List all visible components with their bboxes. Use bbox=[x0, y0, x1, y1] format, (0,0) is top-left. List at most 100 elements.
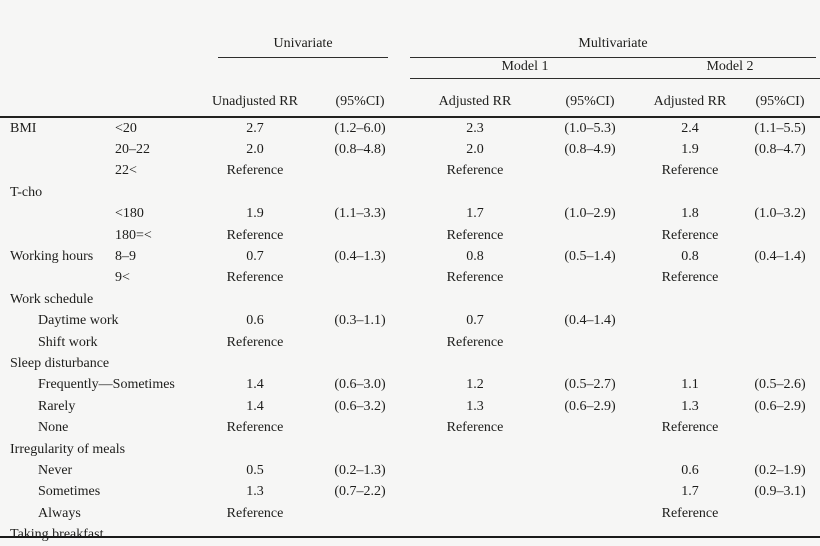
value-cell bbox=[410, 524, 540, 545]
row-category-label bbox=[0, 161, 105, 182]
row-category-label: Taking breakfast bbox=[10, 527, 104, 543]
value-cell: 0.6 bbox=[246, 313, 264, 329]
value-cell: 0.7 bbox=[246, 249, 264, 265]
row-sub-label: <20 bbox=[115, 120, 137, 136]
value-cell: Reference bbox=[446, 163, 504, 179]
table-row: 9< Reference Reference Reference bbox=[0, 268, 820, 289]
group-label-multivariate: Multivariate bbox=[578, 36, 648, 51]
value-cell: 1.8 bbox=[681, 206, 699, 222]
column-header-row: Unadjusted RR (95%CI) Adjusted RR (95%CI… bbox=[0, 79, 820, 118]
value-cell: Reference bbox=[446, 334, 504, 350]
row-sub-label: None bbox=[38, 420, 69, 436]
table-row: Working hours 8–9 0.7 (0.4–1.3) 0.8 (0.5–1.4)… bbox=[0, 246, 820, 267]
row-category-label: BMI bbox=[10, 120, 37, 136]
group-header-row: Univariate Multivariate bbox=[0, 0, 820, 58]
value-cell bbox=[410, 182, 540, 203]
value-cell bbox=[540, 289, 640, 310]
row-sub-label: Sometimes bbox=[38, 484, 101, 500]
value-cell bbox=[740, 268, 820, 289]
row-sub-label: 22< bbox=[115, 163, 137, 179]
value-cell: (0.9–3.1) bbox=[754, 484, 806, 500]
row-category-label: Sleep disturbance bbox=[10, 355, 110, 371]
value-cell bbox=[200, 524, 310, 545]
value-cell: 0.5 bbox=[246, 462, 264, 478]
table-row: Work schedule bbox=[0, 289, 820, 310]
value-cell bbox=[410, 460, 540, 481]
value-cell: 1.9 bbox=[681, 142, 699, 158]
value-cell: Reference bbox=[661, 163, 719, 179]
value-cell bbox=[540, 482, 640, 503]
model2-label: Model 2 bbox=[706, 59, 754, 74]
value-cell bbox=[310, 182, 410, 203]
header-group-multivariate: Multivariate bbox=[410, 0, 820, 58]
table-row: Frequently—Sometimes 1.4 (0.6–3.0) 1.2 (0.5–… bbox=[0, 375, 820, 396]
value-cell: 1.7 bbox=[681, 484, 699, 500]
col-header-adjusted-rr-model1: Adjusted RR bbox=[410, 79, 540, 118]
value-cell bbox=[740, 417, 820, 438]
value-cell: (0.8–4.7) bbox=[754, 142, 806, 158]
value-cell: Reference bbox=[446, 420, 504, 436]
table-row: Taking breakfast bbox=[0, 524, 820, 545]
value-cell bbox=[200, 289, 310, 310]
value-cell: Reference bbox=[226, 334, 284, 350]
table-row: None Reference Reference Reference bbox=[0, 417, 820, 438]
value-cell: Reference bbox=[661, 420, 719, 436]
value-cell bbox=[310, 353, 410, 374]
value-cell bbox=[640, 353, 740, 374]
value-cell: Reference bbox=[226, 420, 284, 436]
value-cell: (1.1–3.3) bbox=[334, 206, 386, 222]
value-cell bbox=[740, 524, 820, 545]
row-category-label bbox=[0, 268, 105, 289]
row-category-label: Work schedule bbox=[10, 291, 94, 307]
value-cell bbox=[540, 524, 640, 545]
univariate-underline: Univariate bbox=[218, 36, 388, 58]
col-header-unadjusted-rr: Unadjusted RR bbox=[200, 79, 310, 118]
value-cell: 0.8 bbox=[681, 249, 699, 265]
value-cell: Reference bbox=[226, 270, 284, 286]
value-cell: 2.0 bbox=[466, 142, 484, 158]
row-sub-label: Daytime work bbox=[38, 313, 119, 329]
value-cell bbox=[310, 161, 410, 182]
row-category-label bbox=[0, 139, 105, 160]
table-row: 22< Reference Reference Reference bbox=[0, 161, 820, 182]
value-cell bbox=[740, 439, 820, 460]
row-sub-label: Never bbox=[38, 462, 73, 478]
value-cell: 0.6 bbox=[681, 462, 699, 478]
model2-underline: Model 2 bbox=[640, 59, 820, 79]
model-header-row: Model 1 Model 2 bbox=[0, 58, 820, 79]
col-header-ci-model2: (95%CI) bbox=[740, 79, 820, 118]
value-cell bbox=[740, 353, 820, 374]
value-cell: 1.4 bbox=[246, 398, 264, 414]
row-category-label bbox=[0, 204, 105, 225]
row-category-label: T-cho bbox=[10, 184, 43, 200]
header-model1: Model 1 bbox=[410, 58, 640, 79]
value-cell bbox=[200, 353, 310, 374]
value-cell: (1.0–2.9) bbox=[564, 206, 616, 222]
value-cell bbox=[540, 182, 640, 203]
value-cell: Reference bbox=[446, 270, 504, 286]
table-row: T-cho bbox=[0, 182, 820, 203]
value-cell bbox=[310, 268, 410, 289]
value-cell bbox=[740, 161, 820, 182]
value-cell: 1.3 bbox=[681, 398, 699, 414]
value-cell: (0.6–2.9) bbox=[754, 398, 806, 414]
row-sub-label: <180 bbox=[115, 206, 144, 222]
value-cell: 2.4 bbox=[681, 120, 699, 136]
model1-label: Model 1 bbox=[501, 59, 549, 74]
table-row: 20–22 2.0 (0.8–4.8) 2.0 (0.8–4.9) 1.9 (0.8–4.7… bbox=[0, 139, 820, 160]
value-cell: (0.2–1.9) bbox=[754, 462, 806, 478]
table-header: Univariate Multivariate Model 1 bbox=[0, 0, 820, 118]
row-sub-label: 180=< bbox=[115, 227, 152, 243]
header-spacer bbox=[0, 58, 200, 79]
value-cell bbox=[310, 289, 410, 310]
value-cell bbox=[540, 332, 640, 353]
value-cell: 1.3 bbox=[466, 398, 484, 414]
value-cell bbox=[310, 503, 410, 524]
value-cell bbox=[640, 289, 740, 310]
row-category-label: Irregularity of meals bbox=[10, 441, 126, 457]
value-cell: 1.9 bbox=[246, 206, 264, 222]
value-cell: (0.5–1.4) bbox=[564, 249, 616, 265]
table-row: Sleep disturbance bbox=[0, 353, 820, 374]
value-cell bbox=[540, 503, 640, 524]
row-sub-label: Rarely bbox=[38, 398, 76, 414]
